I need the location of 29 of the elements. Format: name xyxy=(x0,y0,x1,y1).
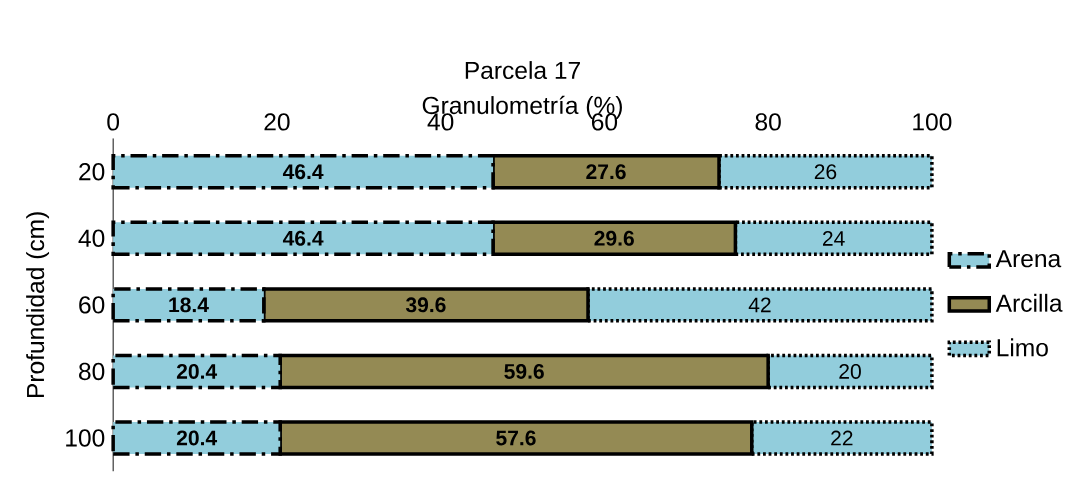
data-label: 29.6 xyxy=(594,230,634,246)
x-tick-label: 100 xyxy=(913,113,952,131)
data-label: 20 xyxy=(839,363,861,379)
data-label: 46.4 xyxy=(282,230,324,246)
data-label: 59.6 xyxy=(504,363,544,379)
x-tick-label: 0 xyxy=(107,113,120,131)
y-tick-label: 80 xyxy=(79,362,105,381)
y-tick-label: 40 xyxy=(78,229,105,247)
legend-label: Limo xyxy=(997,338,1048,357)
legend-label: Arcilla xyxy=(995,293,1063,312)
data-label: 39.6 xyxy=(405,297,446,313)
data-label: 27.6 xyxy=(586,164,626,180)
x-tick-label: 20 xyxy=(264,113,290,131)
data-label: 42 xyxy=(748,297,771,313)
chart-title: Parcela 17 xyxy=(465,60,580,80)
y-tick-label: 60 xyxy=(79,296,105,314)
legend-label: Arena xyxy=(995,250,1062,268)
data-label: 24 xyxy=(822,230,845,246)
y-tick-label: 100 xyxy=(66,429,105,447)
data-label: 46.4 xyxy=(282,164,324,180)
y-axis-title: Profundidad (cm) xyxy=(26,212,50,397)
data-label: 26 xyxy=(814,164,837,180)
x-tick-label: 80 xyxy=(755,113,781,131)
data-label: 57.6 xyxy=(496,430,536,446)
y-tick-label: 20 xyxy=(79,162,105,181)
data-label: 20.4 xyxy=(176,363,218,379)
data-label: 18.4 xyxy=(169,297,209,313)
data-label: 22 xyxy=(831,430,853,446)
data-label: 20.4 xyxy=(176,430,218,446)
